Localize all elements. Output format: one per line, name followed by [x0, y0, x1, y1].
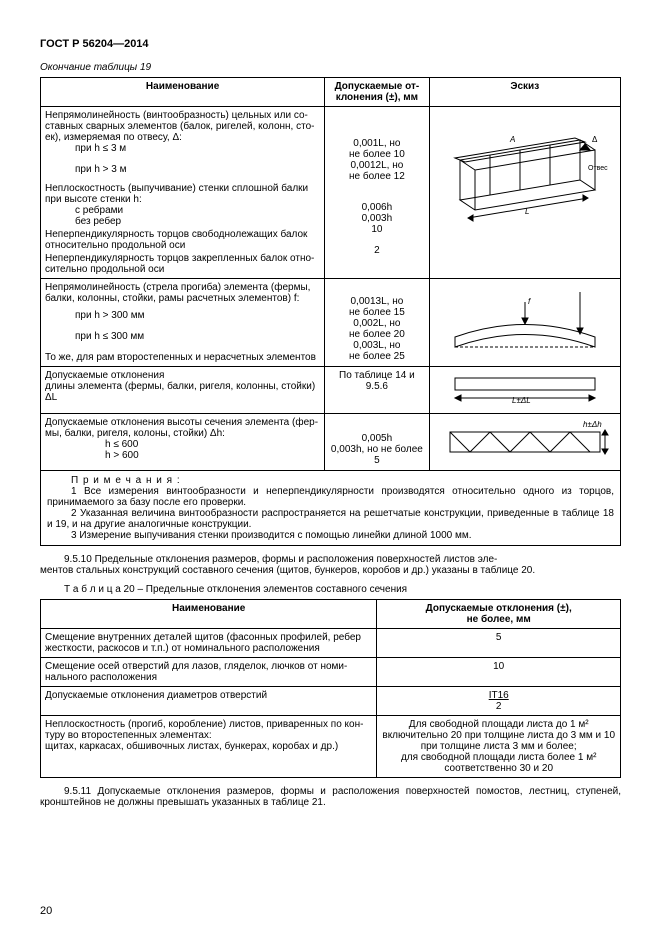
page-number: 20	[40, 905, 52, 917]
table-row: Смещение осей отверстий для лазов, гляде…	[41, 658, 621, 687]
table-20: Наименование Допускаемые отклонения (±),…	[40, 599, 621, 778]
cell-name: Смещение осей отверстий для лазов, гляде…	[41, 658, 377, 687]
svg-text:Δ: Δ	[592, 135, 598, 144]
col-name: Наименование	[41, 78, 325, 107]
svg-text:f: f	[528, 297, 531, 306]
cell-name: Допускаемые отклонения диаметров отверст…	[41, 687, 377, 716]
col-dev: Допускаемые от- клонения (±), мм	[325, 78, 429, 107]
cell-sketch: A Δ L Отвес	[429, 107, 620, 279]
cell-dev: IT16 2	[377, 687, 621, 716]
table-row: Допускаемые отклонения диаметров отверст…	[41, 687, 621, 716]
cell-name: Допускаемые отклонения длины элемента (ф…	[41, 367, 325, 414]
col-name: Наименование	[41, 600, 377, 629]
cell-dev: По таблице 14 и 9.5.6	[325, 367, 429, 414]
ibeam-sketch-icon: A Δ L Отвес	[440, 110, 610, 230]
table20-caption: Т а б л и ц а 20 – Предельные отклонения…	[40, 584, 621, 595]
bent-beam-sketch-icon: f	[440, 282, 610, 362]
cell-sketch: L±ΔL	[429, 367, 620, 414]
table-row: Неплоскостность (прогиб, коробление) лис…	[41, 716, 621, 778]
table-row: Непрямолинейность (винтообразность) цель…	[41, 107, 621, 279]
cell-dev: 5	[377, 629, 621, 658]
table-row: Наименование Допускаемые от- клонения (±…	[41, 78, 621, 107]
truss-sketch-icon: h±Δh	[440, 417, 610, 467]
paragraph-9-5-11: 9.5.11 Допускаемые отклонения размеров, …	[40, 786, 621, 808]
cell-sketch: h±Δh	[429, 414, 620, 471]
cell-sketch: f	[429, 279, 620, 367]
table-row: Смещение внутренних деталей щитов (фасон…	[41, 629, 621, 658]
table-row: Наименование Допускаемые отклонения (±),…	[41, 600, 621, 629]
cell-name: Непрямолинейность (стрела прогиба) элеме…	[41, 279, 325, 367]
cell-name: Допускаемые отклонения высоты сечения эл…	[41, 414, 325, 471]
svg-text:Отвес: Отвес	[588, 165, 608, 172]
col-sketch: Эскиз	[429, 78, 620, 107]
table-row: Допускаемые отклонения высоты сечения эл…	[41, 414, 621, 471]
cell-name: Неплоскостность (прогиб, коробление) лис…	[41, 716, 377, 778]
cell-dev: 0,005h 0,003h, но не более 5	[325, 414, 429, 471]
svg-text:h±Δh: h±Δh	[583, 420, 602, 429]
cell-dev: 10	[377, 658, 621, 687]
cell-dev: Для свободной площади листа до 1 м² вклю…	[377, 716, 621, 778]
table-row: П р и м е ч а н и я : 1 Все измерения ви…	[41, 471, 621, 546]
cell-dev: 0,001L, но не более 10 0,0012L, но не бо…	[325, 107, 429, 279]
table-row: Допускаемые отклонения длины элемента (ф…	[41, 367, 621, 414]
svg-text:L: L	[525, 207, 529, 216]
cell-name: Смещение внутренних деталей щитов (фасон…	[41, 629, 377, 658]
svg-text:L±ΔL: L±ΔL	[512, 396, 531, 405]
table19-caption: Окончание таблицы 19	[40, 62, 621, 73]
table-19: Наименование Допускаемые от- клонения (±…	[40, 77, 621, 546]
paragraph-9-5-10: 9.5.10 Предельные отклонения размеров, ф…	[40, 554, 621, 576]
cell-name: Непрямолинейность (винтообразность) цель…	[41, 107, 325, 279]
length-sketch-icon: L±ΔL	[440, 370, 610, 410]
table-row: Непрямолинейность (стрела прогиба) элеме…	[41, 279, 621, 367]
col-dev: Допускаемые отклонения (±), не более, мм	[377, 600, 621, 629]
svg-text:A: A	[509, 135, 515, 144]
cell-dev: 0,0013L, но не более 15 0,002L, но не бо…	[325, 279, 429, 367]
gost-header: ГОСТ Р 56204—2014	[40, 38, 621, 50]
notes-cell: П р и м е ч а н и я : 1 Все измерения ви…	[41, 471, 621, 546]
